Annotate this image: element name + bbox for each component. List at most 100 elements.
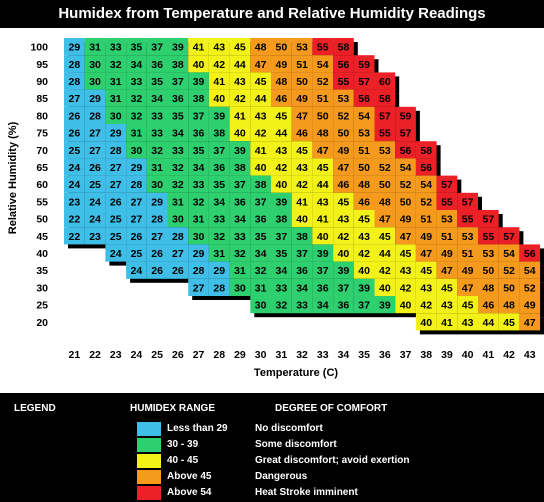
heatmap-cell — [374, 124, 396, 142]
cell-value-label: 58 — [338, 42, 350, 54]
cell-value-label: 35 — [213, 179, 225, 191]
cell-value-label: 32 — [110, 59, 122, 71]
cell-value-label: 52 — [379, 162, 391, 174]
heatmap-cell — [167, 55, 189, 73]
cell-value-label: 44 — [255, 93, 267, 105]
cell-value-label: 49 — [400, 214, 412, 226]
cell-value-label: 43 — [276, 145, 288, 157]
cell-value-label: 39 — [193, 76, 205, 88]
cell-value-label: 43 — [234, 76, 246, 88]
heatmap-cell — [395, 158, 416, 176]
cell-value-label: 26 — [69, 110, 81, 122]
cell-value-label: 57 — [379, 110, 391, 122]
cell-value-label: 34 — [234, 214, 246, 226]
heatmap-cell — [415, 175, 437, 193]
cell-value-label: 48 — [379, 196, 391, 208]
heatmap-cell — [333, 158, 354, 176]
heatmap-cell — [146, 158, 168, 176]
cell-value-label: 49 — [276, 59, 288, 71]
heatmap-cell — [126, 55, 147, 73]
heatmap-cell — [271, 227, 292, 245]
cell-value-label: 26 — [151, 265, 163, 277]
heatmap-cell — [353, 278, 375, 296]
cell-value-label: 28 — [69, 76, 81, 88]
cell-value-label: 43 — [441, 300, 453, 312]
cell-value-label: 54 — [420, 179, 432, 191]
x-tick-label: 25 — [151, 349, 163, 361]
cell-value-label: 54 — [317, 59, 329, 71]
heatmap-cell — [291, 296, 313, 314]
degree-of-comfort-heading: DEGREE OF COMFORT — [275, 403, 388, 414]
cell-value-label: 38 — [172, 59, 184, 71]
humidex-heatmap: 29 31 33 35 37 39 41 43 45 48 50 53 55 58 28 30 32 34 36 38… — [7, 38, 544, 379]
cell-value-label: 50 — [276, 42, 288, 54]
heatmap-cell — [250, 210, 271, 228]
heatmap-cell — [415, 192, 437, 210]
heatmap-cell — [229, 244, 251, 262]
cell-value-label: 38 — [255, 179, 267, 191]
cell-value-label: 51 — [358, 145, 370, 157]
heatmap-cell — [229, 124, 251, 142]
cell-value-label: 24 — [89, 196, 101, 208]
cell-value-label: 33 — [213, 214, 225, 226]
cell-value-label: 24 — [69, 179, 81, 191]
heatmap-cell — [395, 244, 416, 262]
cell-value-label: 26 — [69, 128, 81, 140]
cell-value-label: 51 — [296, 59, 308, 71]
cell-value-label: 54 — [400, 162, 412, 174]
cell-value-label: 25 — [69, 145, 81, 157]
cell-value-label: 37 — [193, 110, 205, 122]
heatmap-cell — [146, 89, 168, 107]
cell-value-label: 35 — [131, 42, 143, 54]
cell-value-label: 55 — [379, 128, 391, 140]
cell-value-label: 31 — [234, 265, 246, 277]
cell-value-label: 49 — [524, 300, 536, 312]
x-tick-label: 34 — [338, 349, 350, 361]
heatmap-cell — [167, 192, 189, 210]
cell-value-label: 33 — [172, 145, 184, 157]
cell-value-label: 53 — [441, 214, 453, 226]
heatmap-cell — [250, 55, 271, 73]
cell-value-label: 22 — [69, 214, 81, 226]
heatmap-cell — [208, 278, 230, 296]
cell-value-label: 40 — [317, 231, 329, 243]
cell-value-label: 37 — [234, 179, 246, 191]
cell-value-label: 28 — [110, 145, 122, 157]
cell-value-label: 34 — [296, 282, 308, 294]
cell-value-label: 55 — [441, 196, 453, 208]
heatmap-cell — [126, 192, 147, 210]
x-tick-label: 28 — [213, 349, 225, 361]
cell-value-label: 47 — [524, 317, 536, 329]
cell-value-label: 43 — [400, 265, 412, 277]
heatmap-cell — [188, 175, 209, 193]
heatmap-cell — [271, 261, 292, 279]
heatmap-cell — [436, 313, 458, 331]
cell-value-label: 59 — [400, 110, 412, 122]
heatmap-cell — [353, 210, 375, 228]
heatmap-cell — [84, 124, 106, 142]
y-tick-label: 85 — [36, 93, 48, 105]
cell-value-label: 53 — [338, 93, 350, 105]
cell-value-label: 49 — [441, 248, 453, 260]
heatmap-cell — [188, 72, 209, 90]
cell-value-label: 56 — [524, 248, 536, 260]
heatmap-cell — [353, 296, 375, 314]
cell-value-label: 57 — [462, 196, 474, 208]
cell-value-label: 47 — [441, 265, 453, 277]
heatmap-cell — [436, 227, 458, 245]
cell-value-label: 32 — [131, 110, 143, 122]
heatmap-cell — [229, 141, 251, 159]
heatmap-cell — [188, 227, 209, 245]
heatmap-cell — [415, 244, 437, 262]
cell-value-label: 40 — [234, 128, 246, 140]
heatmap-cell — [353, 141, 375, 159]
cell-value-label: 47 — [420, 248, 432, 260]
y-tick-label: 40 — [36, 248, 48, 260]
x-tick-label: 36 — [379, 349, 391, 361]
cell-value-label: 45 — [234, 42, 246, 54]
heatmap-cell — [333, 244, 354, 262]
heatmap-cell — [84, 89, 106, 107]
heatmap-cell — [353, 192, 375, 210]
cell-value-label: 60 — [379, 76, 391, 88]
legend-swatch — [137, 486, 161, 500]
